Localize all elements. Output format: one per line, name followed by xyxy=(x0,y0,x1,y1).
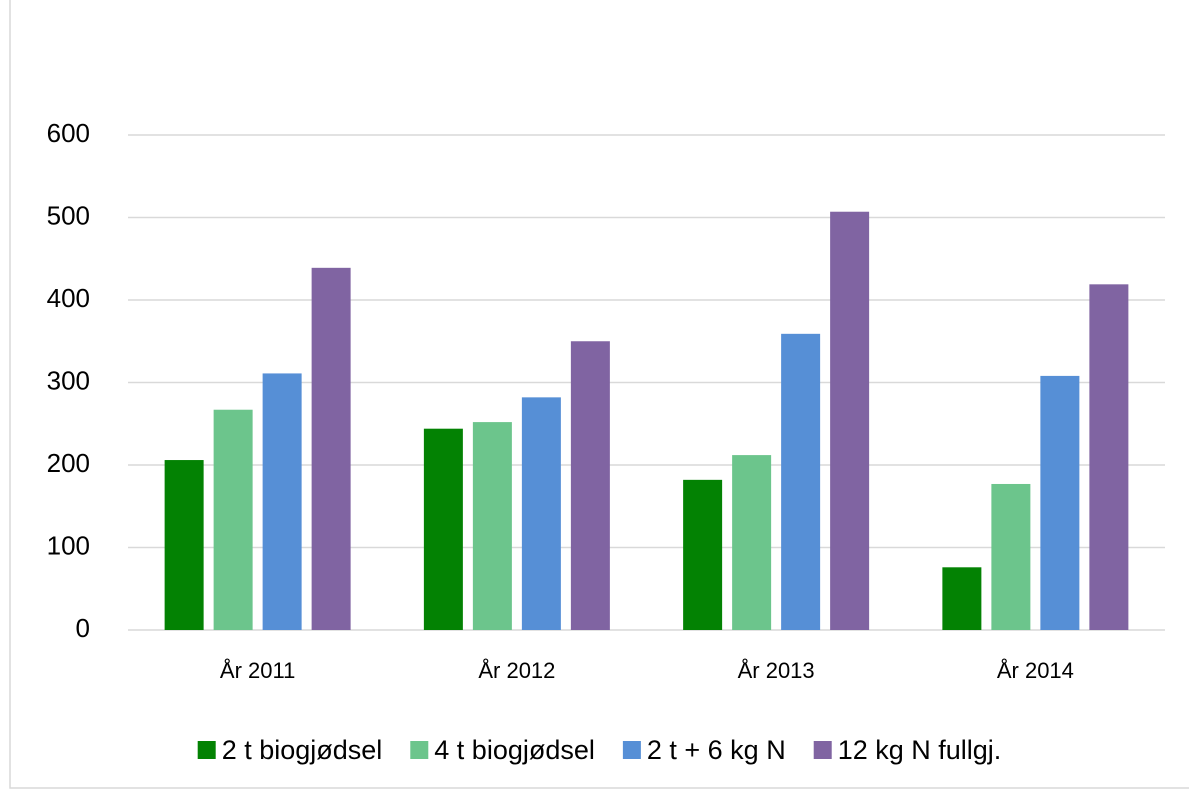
bar xyxy=(570,341,610,630)
x-tick-label: År 2014 xyxy=(997,658,1074,683)
legend-swatch xyxy=(813,741,832,759)
legend-label: 12 kg N fullgj. xyxy=(838,735,1002,765)
bar xyxy=(472,422,512,630)
y-tick-label: 0 xyxy=(76,613,90,643)
bar xyxy=(781,333,821,630)
bar xyxy=(830,211,870,630)
y-tick-label: 600 xyxy=(47,118,90,148)
bar xyxy=(732,455,772,630)
bar xyxy=(1089,284,1129,630)
bar xyxy=(683,479,723,630)
bar xyxy=(164,460,204,630)
bar xyxy=(311,267,351,630)
y-tick-label: 400 xyxy=(47,283,90,313)
chart-border xyxy=(9,0,1189,789)
x-tick-label: År 2011 xyxy=(220,658,295,683)
bar xyxy=(942,567,982,630)
bar xyxy=(213,409,253,630)
legend-swatch xyxy=(410,741,429,759)
y-tick-label: 500 xyxy=(47,200,90,230)
bar xyxy=(1040,375,1080,630)
y-tick-label: 300 xyxy=(47,365,90,395)
bar xyxy=(991,483,1031,630)
y-tick-label: 200 xyxy=(47,448,90,478)
legend-swatch xyxy=(622,741,641,759)
bar xyxy=(262,373,302,630)
legend-label: 2 t biogjødsel xyxy=(222,735,383,765)
legend-label: 2 t + 6 kg N xyxy=(647,735,786,765)
bar xyxy=(423,428,463,630)
legend-label: 4 t biogjødsel xyxy=(434,735,595,765)
x-tick-label: År 2013 xyxy=(738,658,815,683)
x-tick-label: År 2012 xyxy=(478,658,555,683)
legend-swatch xyxy=(197,741,216,759)
bar xyxy=(521,397,561,630)
y-tick-label: 100 xyxy=(47,530,90,560)
